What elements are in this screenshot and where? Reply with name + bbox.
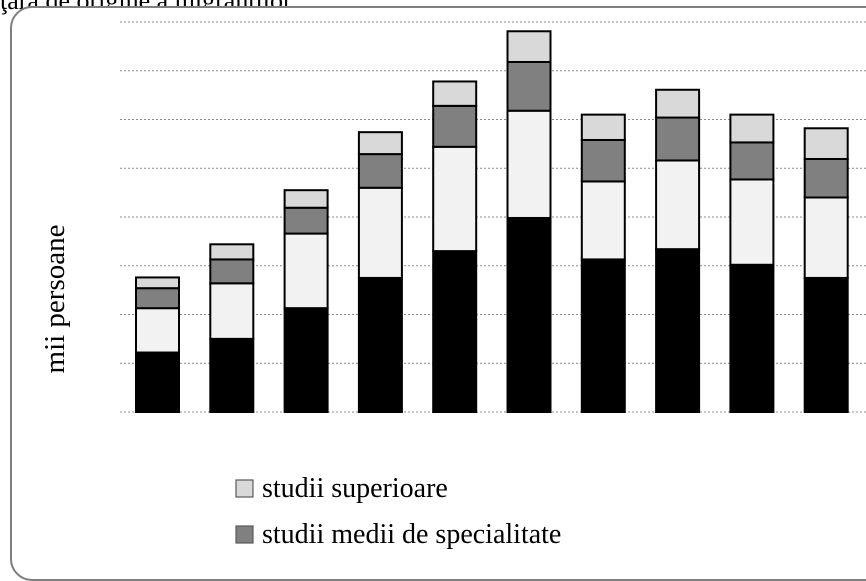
bar-segment bbox=[283, 206, 329, 235]
bar-segment bbox=[283, 307, 329, 414]
legend: studii superioare studii medii de special… bbox=[235, 473, 561, 550]
bar-segment bbox=[432, 80, 478, 107]
bar-segment bbox=[209, 337, 255, 413]
bar-segment bbox=[729, 113, 775, 144]
bar-segment bbox=[655, 248, 701, 413]
bar-segment bbox=[506, 60, 552, 112]
bar-segment bbox=[283, 232, 329, 310]
bar-segment bbox=[580, 258, 626, 413]
bar-segment bbox=[135, 351, 180, 413]
bar-segment bbox=[209, 258, 255, 285]
legend-swatch bbox=[235, 525, 254, 544]
bar-segment bbox=[135, 287, 180, 310]
bar-segment bbox=[729, 178, 775, 266]
bar-segment bbox=[209, 243, 255, 261]
bar-segment bbox=[432, 145, 478, 253]
bar-segment bbox=[283, 189, 329, 209]
bar-segment bbox=[135, 307, 180, 354]
bar-segment bbox=[729, 263, 775, 413]
legend-label: studii superioare bbox=[262, 473, 448, 504]
bar-segment bbox=[655, 116, 701, 162]
bar-segment bbox=[135, 276, 180, 290]
bar-segment bbox=[357, 276, 403, 413]
bar-segment bbox=[506, 216, 552, 413]
bars bbox=[135, 30, 849, 414]
bar-segment bbox=[655, 88, 701, 119]
bar-segment bbox=[580, 113, 626, 141]
y-axis-label: mii persoane bbox=[39, 225, 71, 374]
legend-label: studii medii de specialitate bbox=[262, 519, 561, 550]
stacked-bar-chart: mii persoane studii superioare studii med… bbox=[39, 21, 866, 550]
bar-segment bbox=[209, 282, 255, 340]
bar-segment bbox=[506, 30, 552, 63]
bar-segment bbox=[803, 196, 849, 279]
bar-segment bbox=[357, 131, 403, 156]
bar-segment bbox=[580, 180, 626, 261]
bar-segment bbox=[729, 141, 775, 181]
bar-segment bbox=[655, 159, 701, 251]
bar-segment bbox=[803, 276, 849, 413]
bar-segment bbox=[803, 157, 849, 199]
bar-segment bbox=[357, 186, 403, 279]
bar-segment bbox=[803, 127, 849, 160]
bar-segment bbox=[432, 250, 478, 413]
bar-segment bbox=[357, 153, 403, 189]
legend-swatch bbox=[235, 479, 254, 498]
bar-segment bbox=[580, 138, 626, 183]
bar-segment bbox=[506, 109, 552, 219]
bar-segment bbox=[432, 104, 478, 148]
